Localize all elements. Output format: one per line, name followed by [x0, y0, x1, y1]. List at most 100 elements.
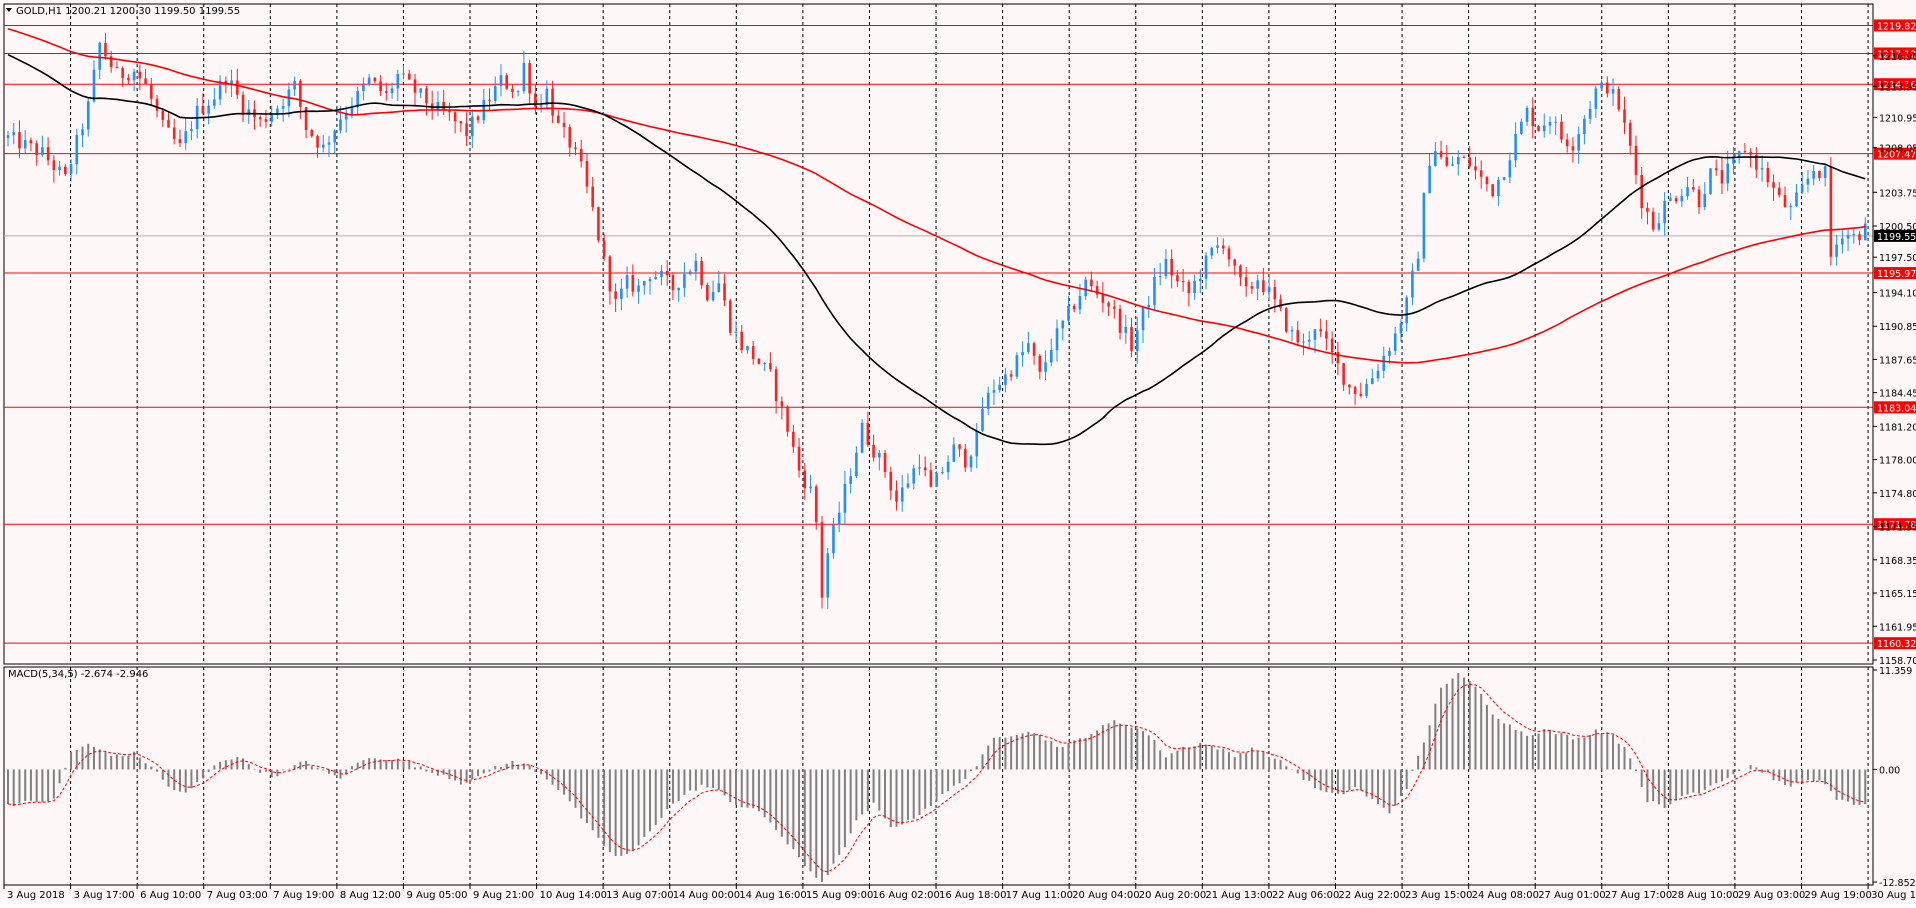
candle-body[interactable]	[1594, 88, 1598, 109]
candle-body[interactable]	[402, 73, 405, 75]
candle-body[interactable]	[46, 147, 50, 161]
candle-body[interactable]	[941, 472, 944, 474]
candle-body[interactable]	[1835, 244, 1838, 257]
candle-body[interactable]	[1789, 206, 1793, 208]
candle-body[interactable]	[1055, 328, 1059, 351]
candle-body[interactable]	[184, 131, 188, 144]
candle-body[interactable]	[1233, 259, 1237, 266]
candle-body[interactable]	[625, 275, 629, 289]
candle-body[interactable]	[1508, 160, 1512, 178]
candle-body[interactable]	[992, 390, 996, 393]
candle-body[interactable]	[241, 94, 245, 115]
candle-body[interactable]	[820, 522, 824, 598]
candle-body[interactable]	[568, 127, 572, 148]
candle-body[interactable]	[1709, 168, 1712, 195]
candle-body[interactable]	[356, 90, 359, 108]
candle-body[interactable]	[545, 88, 549, 106]
candle-body[interactable]	[1032, 343, 1036, 356]
candle-body[interactable]	[321, 144, 325, 148]
time-label[interactable]: 6 Aug 10:00	[140, 890, 201, 901]
candle-body[interactable]	[12, 132, 16, 136]
candle-body[interactable]	[671, 275, 675, 291]
candle-body[interactable]	[127, 77, 130, 81]
candle-body[interactable]	[1542, 125, 1546, 132]
candle-body[interactable]	[1130, 326, 1133, 351]
price-tick-label[interactable]: 1174.80	[1879, 489, 1916, 500]
candle-body[interactable]	[981, 409, 984, 431]
candle-body[interactable]	[247, 109, 251, 115]
candle-body[interactable]	[1399, 323, 1403, 334]
candle-body[interactable]	[814, 486, 818, 523]
price-tick-label[interactable]: 1168.35	[1879, 556, 1916, 567]
candle-body[interactable]	[75, 135, 79, 165]
time-label[interactable]: 22 Aug 06:00	[1272, 890, 1339, 901]
time-label[interactable]: 23 Aug 15:00	[1405, 890, 1472, 901]
candle-body[interactable]	[1124, 326, 1128, 333]
price-tick-label[interactable]: 1187.65	[1879, 355, 1916, 366]
candle-body[interactable]	[1691, 187, 1695, 190]
candle-body[interactable]	[1113, 306, 1116, 309]
candle-body[interactable]	[1072, 306, 1076, 310]
candle-body[interactable]	[1004, 374, 1007, 385]
triangle-down-icon[interactable]	[6, 8, 12, 12]
candle-body[interactable]	[1439, 151, 1443, 158]
candle-body[interactable]	[1531, 107, 1535, 127]
candle-body[interactable]	[1565, 139, 1569, 147]
candle-body[interactable]	[471, 116, 474, 137]
candle-body[interactable]	[1680, 196, 1684, 202]
candle-body[interactable]	[1732, 156, 1735, 164]
candle-body[interactable]	[946, 461, 950, 473]
candle-body[interactable]	[539, 105, 543, 107]
candle-body[interactable]	[1101, 294, 1105, 303]
candle-body[interactable]	[528, 63, 531, 94]
candle-body[interactable]	[797, 446, 801, 471]
candle-body[interactable]	[557, 115, 560, 123]
candle-body[interactable]	[1841, 238, 1844, 245]
level-label[interactable]: 1160.32	[1877, 639, 1916, 650]
candle-body[interactable]	[1325, 331, 1328, 339]
candle-body[interactable]	[1204, 255, 1208, 279]
candle-body[interactable]	[706, 284, 709, 301]
candle-body[interactable]	[1044, 362, 1047, 372]
candle-body[interactable]	[1021, 352, 1024, 356]
candle-body[interactable]	[597, 207, 600, 241]
candle-body[interactable]	[1285, 307, 1288, 332]
candle-body[interactable]	[459, 121, 463, 124]
time-label[interactable]: 20 Aug 04:00	[1072, 890, 1139, 901]
candle-body[interactable]	[929, 470, 933, 487]
candle-body[interactable]	[734, 331, 738, 333]
time-label[interactable]: 24 Aug 08:00	[1472, 890, 1539, 901]
candle-body[interactable]	[1411, 270, 1414, 298]
candle-body[interactable]	[579, 148, 583, 162]
candle-body[interactable]	[299, 80, 302, 107]
candle-body[interactable]	[1290, 330, 1294, 332]
time-axis[interactable]: 3 Aug 2018 3 Aug 17:00 6 Aug 10:00 7 Aug 03…	[3, 885, 1916, 901]
candle-body[interactable]	[413, 79, 417, 93]
candle-body[interactable]	[872, 444, 875, 458]
candle-body[interactable]	[1262, 280, 1265, 293]
candle-body[interactable]	[505, 75, 509, 89]
candle-body[interactable]	[975, 430, 979, 457]
candlestick-series[interactable]	[6, 33, 1867, 609]
candle-body[interactable]	[551, 88, 554, 116]
candle-body[interactable]	[1479, 170, 1483, 177]
candle-body[interactable]	[1749, 151, 1752, 155]
candle-body[interactable]	[230, 80, 233, 84]
candle-body[interactable]	[1176, 275, 1179, 282]
candle-body[interactable]	[1554, 121, 1558, 123]
candle-body[interactable]	[1107, 302, 1110, 307]
candle-body[interactable]	[1330, 338, 1334, 352]
candle-body[interactable]	[1170, 258, 1173, 276]
candle-body[interactable]	[769, 363, 772, 370]
candle-body[interactable]	[1858, 234, 1861, 241]
candle-body[interactable]	[923, 467, 927, 471]
candle-body[interactable]	[757, 358, 761, 364]
candle-body[interactable]	[746, 346, 749, 351]
candle-body[interactable]	[1302, 341, 1305, 343]
candle-body[interactable]	[516, 91, 520, 93]
candle-body[interactable]	[1348, 384, 1351, 388]
candle-body[interactable]	[1777, 187, 1781, 196]
candle-body[interactable]	[1135, 330, 1139, 351]
candle-body[interactable]	[1795, 192, 1798, 207]
candle-body[interactable]	[585, 161, 589, 187]
